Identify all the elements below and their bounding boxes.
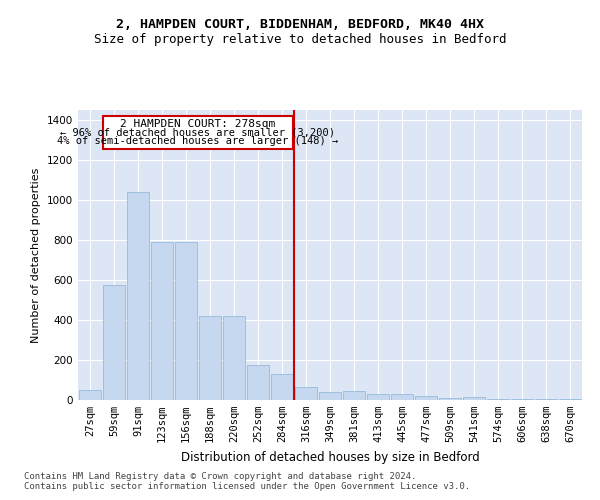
Bar: [319, 392, 341, 400]
Bar: [223, 316, 245, 400]
Bar: [295, 387, 317, 400]
Bar: [175, 242, 197, 400]
Bar: [343, 391, 365, 400]
Bar: [415, 396, 437, 400]
Bar: [487, 399, 509, 400]
Bar: [247, 365, 269, 400]
Y-axis label: Number of detached properties: Number of detached properties: [31, 168, 41, 342]
Bar: [271, 374, 293, 400]
Bar: [79, 390, 101, 400]
Text: ← 96% of detached houses are smaller (3,200): ← 96% of detached houses are smaller (3,…: [61, 128, 335, 138]
Text: 2 HAMPDEN COURT: 278sqm: 2 HAMPDEN COURT: 278sqm: [121, 119, 275, 129]
Text: Contains HM Land Registry data © Crown copyright and database right 2024.: Contains HM Land Registry data © Crown c…: [24, 472, 416, 481]
X-axis label: Distribution of detached houses by size in Bedford: Distribution of detached houses by size …: [181, 450, 479, 464]
Bar: [439, 398, 461, 400]
Bar: [535, 399, 557, 400]
Bar: [199, 316, 221, 400]
Text: 2, HAMPDEN COURT, BIDDENHAM, BEDFORD, MK40 4HX: 2, HAMPDEN COURT, BIDDENHAM, BEDFORD, MK…: [116, 18, 484, 30]
FancyBboxPatch shape: [103, 116, 293, 149]
Bar: [367, 394, 389, 400]
Bar: [127, 192, 149, 400]
Bar: [463, 398, 485, 400]
Bar: [391, 394, 413, 400]
Bar: [559, 399, 581, 400]
Bar: [103, 285, 125, 400]
Bar: [511, 399, 533, 400]
Text: Size of property relative to detached houses in Bedford: Size of property relative to detached ho…: [94, 32, 506, 46]
Text: 4% of semi-detached houses are larger (148) →: 4% of semi-detached houses are larger (1…: [58, 136, 338, 146]
Text: Contains public sector information licensed under the Open Government Licence v3: Contains public sector information licen…: [24, 482, 470, 491]
Bar: [151, 242, 173, 400]
